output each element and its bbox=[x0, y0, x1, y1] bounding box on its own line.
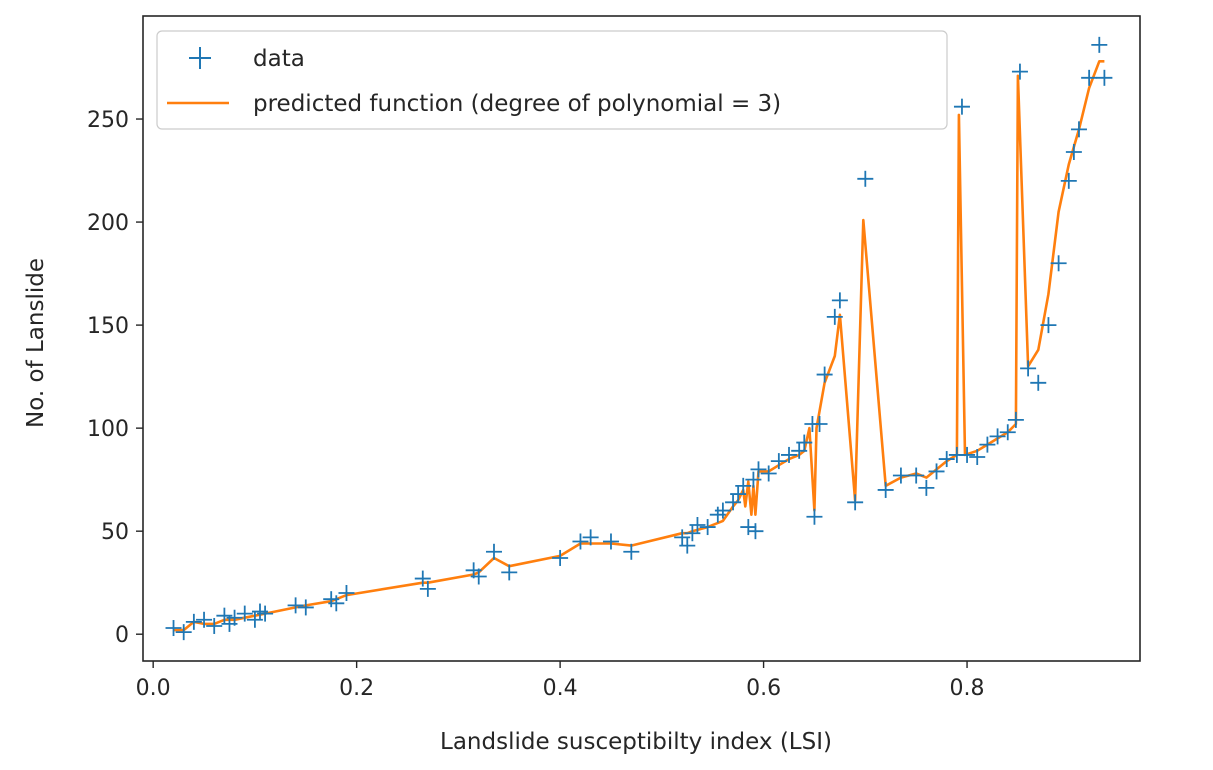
data-point bbox=[1011, 63, 1028, 80]
data-point bbox=[501, 564, 518, 581]
data-point bbox=[959, 446, 976, 463]
data-point bbox=[1081, 69, 1098, 86]
data-point bbox=[689, 516, 706, 533]
data-points-layer bbox=[165, 36, 1113, 641]
y-axis-label: No. of Lanslide bbox=[23, 258, 49, 428]
data-point bbox=[684, 525, 701, 542]
y-tick-label: 200 bbox=[87, 211, 129, 236]
data-point bbox=[582, 529, 599, 546]
data-point bbox=[552, 549, 569, 566]
data-point bbox=[1007, 411, 1024, 428]
y-tick-label: 0 bbox=[115, 623, 129, 648]
data-point bbox=[679, 537, 696, 554]
data-point bbox=[1091, 36, 1108, 53]
data-point bbox=[1030, 374, 1047, 391]
legend-predicted-label: predicted function (degree of polynomial… bbox=[253, 91, 781, 117]
data-point bbox=[811, 416, 828, 433]
data-point bbox=[740, 519, 757, 536]
data-point bbox=[623, 543, 640, 560]
y-tick-label: 250 bbox=[87, 108, 129, 133]
data-point bbox=[1040, 317, 1057, 334]
data-point bbox=[165, 620, 182, 637]
data-point bbox=[791, 442, 808, 459]
legend-data-marker bbox=[189, 47, 211, 69]
legend-data-label: data bbox=[253, 46, 305, 72]
data-point bbox=[602, 533, 619, 550]
data-point bbox=[287, 597, 304, 614]
data-point bbox=[796, 434, 813, 451]
data-point bbox=[979, 436, 996, 453]
data-point bbox=[216, 607, 233, 624]
data-point bbox=[781, 446, 798, 463]
data-point bbox=[938, 451, 955, 468]
data-point bbox=[969, 448, 986, 465]
data-point bbox=[918, 479, 935, 496]
data-point bbox=[847, 494, 864, 511]
plot-frame bbox=[142, 15, 1141, 662]
data-point bbox=[857, 170, 874, 187]
data-point bbox=[714, 502, 731, 519]
legend-box bbox=[156, 30, 948, 130]
data-point bbox=[175, 624, 192, 641]
data-point bbox=[257, 605, 274, 622]
y-tick-label: 50 bbox=[101, 520, 129, 545]
data-point bbox=[185, 613, 202, 630]
y-tick-label: 100 bbox=[87, 417, 129, 442]
data-point bbox=[760, 465, 777, 482]
x-tick-label: 0.2 bbox=[339, 676, 374, 701]
data-point bbox=[1065, 144, 1082, 161]
data-point bbox=[246, 611, 263, 628]
data-point bbox=[953, 98, 970, 115]
data-point bbox=[699, 519, 716, 536]
data-point bbox=[745, 471, 762, 488]
data-point bbox=[328, 595, 345, 612]
x-tick-label: 0.8 bbox=[950, 676, 985, 701]
data-point bbox=[297, 599, 314, 616]
legend: data predicted function (degree of polyn… bbox=[156, 30, 948, 130]
data-point bbox=[485, 543, 502, 560]
data-point bbox=[470, 568, 487, 585]
data-point bbox=[196, 611, 213, 628]
data-point bbox=[892, 467, 909, 484]
data-point bbox=[1020, 360, 1037, 377]
data-point bbox=[735, 477, 752, 494]
data-point bbox=[1070, 121, 1087, 138]
data-point bbox=[414, 570, 431, 587]
data-point bbox=[989, 428, 1006, 445]
data-point bbox=[877, 481, 894, 498]
y-tick-label: 150 bbox=[87, 314, 129, 339]
data-point bbox=[908, 467, 925, 484]
x-tick-label: 0.0 bbox=[136, 676, 171, 701]
x-axis: 0.0 0.2 0.4 0.6 0.8 bbox=[136, 661, 985, 701]
data-point bbox=[747, 523, 764, 540]
data-point bbox=[419, 580, 436, 597]
data-point bbox=[1060, 172, 1077, 189]
x-tick-label: 0.4 bbox=[543, 676, 578, 701]
data-point bbox=[826, 308, 843, 325]
data-point bbox=[725, 494, 742, 511]
data-point bbox=[730, 486, 747, 503]
data-point bbox=[674, 529, 691, 546]
data-point bbox=[206, 617, 223, 634]
data-point bbox=[1050, 255, 1067, 272]
data-point bbox=[928, 463, 945, 480]
data-point bbox=[226, 609, 243, 626]
data-point bbox=[806, 508, 823, 525]
data-point bbox=[831, 292, 848, 309]
data-point bbox=[572, 533, 589, 550]
data-point bbox=[816, 366, 833, 383]
data-point bbox=[750, 461, 767, 478]
data-point bbox=[999, 424, 1016, 441]
data-point bbox=[770, 453, 787, 470]
data-point bbox=[236, 605, 253, 622]
data-point bbox=[338, 584, 355, 601]
x-tick-label: 0.6 bbox=[746, 676, 781, 701]
x-axis-label: Landslide susceptibilty index (LSI) bbox=[440, 729, 832, 755]
y-axis: 0 50 100 150 200 250 bbox=[87, 108, 143, 648]
data-point bbox=[1096, 69, 1113, 86]
